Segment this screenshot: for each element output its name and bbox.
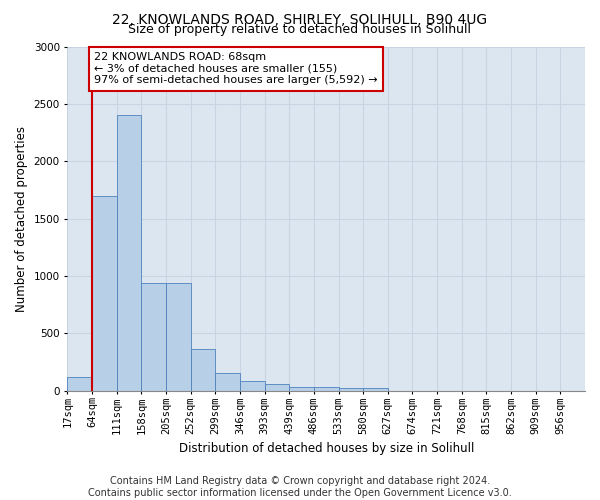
X-axis label: Distribution of detached houses by size in Solihull: Distribution of detached houses by size …	[179, 442, 474, 455]
Text: Contains HM Land Registry data © Crown copyright and database right 2024.
Contai: Contains HM Land Registry data © Crown c…	[88, 476, 512, 498]
Text: 22, KNOWLANDS ROAD, SHIRLEY, SOLIHULL, B90 4UG: 22, KNOWLANDS ROAD, SHIRLEY, SOLIHULL, B…	[112, 12, 488, 26]
Bar	[142, 283, 166, 391]
Text: 22 KNOWLANDS ROAD: 68sqm
← 3% of detached houses are smaller (155)
97% of semi-d: 22 KNOWLANDS ROAD: 68sqm ← 3% of detache…	[94, 52, 377, 86]
Bar	[92, 196, 117, 390]
Bar	[338, 388, 363, 390]
Bar	[166, 283, 191, 391]
Bar	[67, 377, 92, 390]
Bar	[117, 116, 142, 390]
Bar	[314, 386, 338, 390]
Bar	[289, 386, 314, 390]
Bar	[240, 382, 265, 390]
Bar	[191, 350, 215, 391]
Bar	[265, 384, 289, 390]
Bar	[363, 388, 388, 390]
Bar	[215, 373, 240, 390]
Y-axis label: Number of detached properties: Number of detached properties	[15, 126, 28, 312]
Text: Size of property relative to detached houses in Solihull: Size of property relative to detached ho…	[128, 22, 472, 36]
